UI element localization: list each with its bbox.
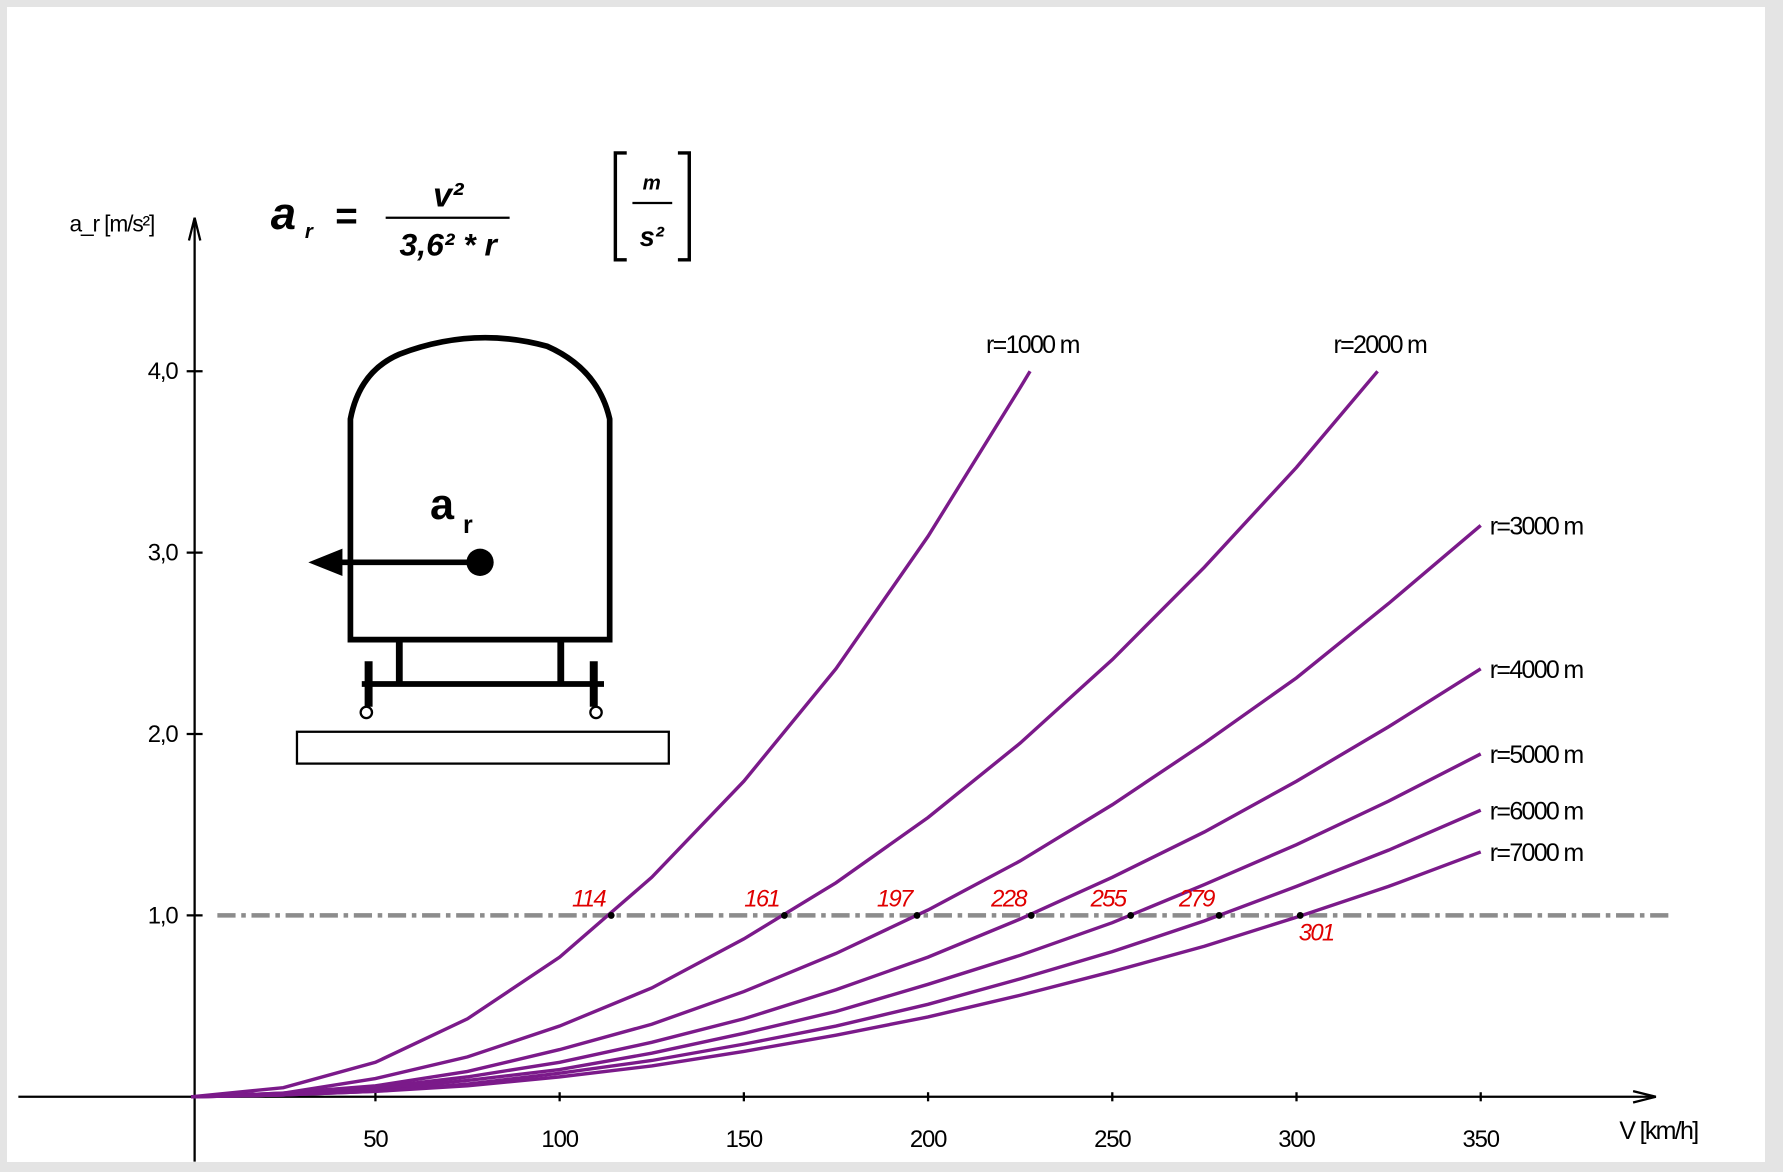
series-line: [191, 754, 1481, 1097]
crossing-label: 255: [1090, 885, 1128, 912]
y-tick-label: 4,0: [148, 358, 179, 385]
y-tick-label: 1,0: [148, 902, 179, 929]
series-label: r=1000 m: [986, 331, 1080, 359]
y-tick-label: 3,0: [148, 540, 179, 567]
crossing-point: [1216, 912, 1223, 919]
page: a_r [m/s²] V [km/h] a r = v² 3,6² * r m …: [0, 0, 1783, 1172]
crossing-label: 301: [1299, 919, 1334, 946]
y-axis-label: a_r [m/s²]: [70, 210, 155, 236]
unit-denominator: s²: [640, 221, 665, 252]
x-tick-label: 150: [726, 1126, 763, 1153]
unit-numerator: m: [643, 171, 661, 194]
x-tick-label: 50: [363, 1126, 388, 1153]
crossing-label: 114: [572, 885, 606, 912]
x-tick-label: 350: [1463, 1126, 1500, 1153]
y-tick-label: 2,0: [148, 721, 179, 748]
crossing-label: 279: [1178, 885, 1215, 912]
crossing-label: 161: [744, 885, 779, 912]
crossing-label: 197: [877, 885, 914, 912]
x-tick-label: 200: [910, 1126, 947, 1153]
crossing-point: [608, 912, 615, 919]
crossing-point: [1028, 912, 1035, 919]
x-tick-label: 300: [1278, 1126, 1315, 1153]
crossing-point: [1127, 912, 1134, 919]
formula-lhs: a: [271, 188, 296, 239]
crossing-point: [1297, 912, 1304, 919]
formula-eq: =: [334, 195, 357, 238]
crossing-label: 228: [990, 885, 1028, 912]
crossing-point: [781, 912, 788, 919]
diagram-label-sub: r: [463, 511, 473, 539]
formula-denominator: 3,6² * r: [400, 226, 499, 262]
series-label: r=5000 m: [1490, 741, 1584, 769]
formula-numerator: v²: [433, 176, 465, 214]
series-label: r=2000 m: [1333, 331, 1427, 359]
series-label: r=7000 m: [1490, 839, 1584, 867]
train-diagram: a r: [297, 338, 669, 764]
formula-lhs-sub: r: [305, 220, 314, 243]
formula: a r = v² 3,6² * r m s²: [271, 153, 689, 262]
series-label: r=4000 m: [1490, 656, 1584, 684]
chart: a_r [m/s²] V [km/h] a r = v² 3,6² * r m …: [7, 7, 1765, 1162]
series-label: r=6000 m: [1490, 797, 1584, 825]
x-tick-label: 250: [1094, 1126, 1131, 1153]
x-axis-label: V [km/h]: [1619, 1117, 1698, 1145]
series-label: r=3000 m: [1490, 513, 1584, 541]
x-tick-label: 100: [541, 1126, 578, 1153]
crossing-point: [914, 912, 921, 919]
diagram-label: a: [430, 481, 455, 529]
